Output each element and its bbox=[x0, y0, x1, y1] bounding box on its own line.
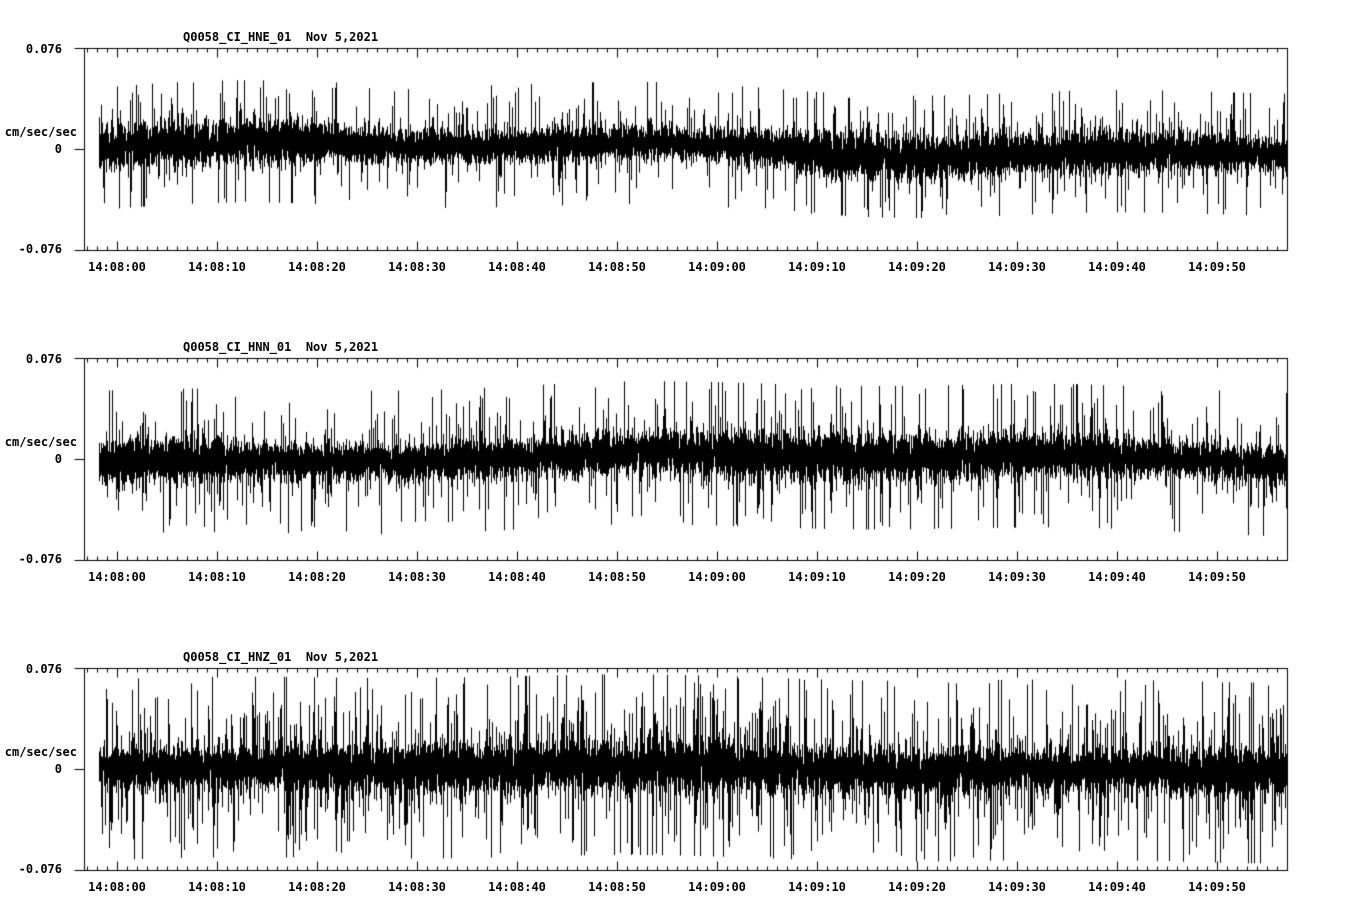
x-tick-label: 14:09:10 bbox=[788, 260, 846, 274]
seismogram-canvas-hne bbox=[0, 0, 1358, 310]
y-tick-label-max: 0.076 bbox=[25, 42, 62, 56]
x-tick-label: 14:08:00 bbox=[88, 570, 146, 584]
x-tick-label: 14:08:30 bbox=[388, 880, 446, 894]
x-tick-label: 14:09:20 bbox=[888, 260, 946, 274]
x-tick-label: 14:08:40 bbox=[488, 260, 546, 274]
y-tick-label-zero: 0 bbox=[54, 762, 62, 776]
x-tick-label: 14:09:20 bbox=[888, 880, 946, 894]
y-tick-label-zero: 0 bbox=[54, 142, 62, 156]
x-tick-label: 14:08:20 bbox=[288, 880, 346, 894]
x-tick-label: 14:08:50 bbox=[588, 880, 646, 894]
x-tick-label: 14:08:40 bbox=[488, 880, 546, 894]
x-axis-tick-labels: 14:08:00 14:08:10 14:08:20 14:08:30 14:08:40… bbox=[0, 880, 1358, 894]
x-tick-label: 14:08:20 bbox=[288, 570, 346, 584]
x-tick-label: 14:09:20 bbox=[888, 570, 946, 584]
panel-title: Q0058_CI_HNE_01 Nov 5,2021 bbox=[183, 30, 379, 44]
x-tick-label: 14:08:50 bbox=[588, 260, 646, 274]
y-tick-label-min: -0.076 bbox=[18, 552, 62, 566]
x-tick-label: 14:09:10 bbox=[788, 570, 846, 584]
x-tick-label: 14:08:10 bbox=[188, 880, 246, 894]
x-tick-label: 14:09:00 bbox=[688, 570, 746, 584]
x-tick-label: 14:09:40 bbox=[1088, 570, 1146, 584]
seismogram-panel-hnz: Q0058_CI_HNZ_01 Nov 5,2021 0.076 cm/sec/… bbox=[0, 620, 1358, 924]
x-tick-label: 14:09:30 bbox=[988, 570, 1046, 584]
y-axis-unit-label: cm/sec/sec bbox=[4, 435, 77, 449]
x-tick-label: 14:09:30 bbox=[988, 260, 1046, 274]
x-tick-label: 14:09:10 bbox=[788, 880, 846, 894]
x-tick-label: 14:08:30 bbox=[388, 570, 446, 584]
x-tick-label: 14:08:10 bbox=[188, 260, 246, 274]
panel-title: Q0058_CI_HNZ_01 Nov 5,2021 bbox=[183, 650, 379, 664]
x-tick-label: 14:08:10 bbox=[188, 570, 246, 584]
x-axis-tick-labels: 14:08:00 14:08:10 14:08:20 14:08:30 14:08:40… bbox=[0, 260, 1358, 274]
panel-title: Q0058_CI_HNN_01 Nov 5,2021 bbox=[183, 340, 379, 354]
x-tick-label: 14:08:50 bbox=[588, 570, 646, 584]
seismogram-canvas-hnz bbox=[0, 620, 1358, 924]
y-tick-label-min: -0.076 bbox=[18, 242, 62, 256]
y-tick-label-max: 0.076 bbox=[25, 352, 62, 366]
x-tick-label: 14:09:50 bbox=[1188, 260, 1246, 274]
x-tick-label: 14:09:40 bbox=[1088, 880, 1146, 894]
x-tick-label: 14:09:00 bbox=[688, 880, 746, 894]
seismogram-canvas-hnn bbox=[0, 310, 1358, 620]
y-axis-unit-label: cm/sec/sec bbox=[4, 745, 77, 759]
x-tick-label: 14:08:40 bbox=[488, 570, 546, 584]
y-axis-unit-label: cm/sec/sec bbox=[4, 125, 77, 139]
seismogram-panel-hne: Q0058_CI_HNE_01 Nov 5,2021 0.076 cm/sec/… bbox=[0, 0, 1358, 310]
x-tick-label: 14:08:20 bbox=[288, 260, 346, 274]
y-tick-label-max: 0.076 bbox=[25, 662, 62, 676]
y-tick-label-zero: 0 bbox=[54, 452, 62, 466]
seismogram-panel-hnn: Q0058_CI_HNN_01 Nov 5,2021 0.076 cm/sec/… bbox=[0, 310, 1358, 620]
x-tick-label: 14:09:40 bbox=[1088, 260, 1146, 274]
x-tick-label: 14:09:00 bbox=[688, 260, 746, 274]
y-tick-label-min: -0.076 bbox=[18, 862, 62, 876]
x-tick-label: 14:08:00 bbox=[88, 260, 146, 274]
x-axis-tick-labels: 14:08:00 14:08:10 14:08:20 14:08:30 14:08:40… bbox=[0, 570, 1358, 584]
x-tick-label: 14:08:30 bbox=[388, 260, 446, 274]
x-tick-label: 14:09:30 bbox=[988, 880, 1046, 894]
x-tick-label: 14:09:50 bbox=[1188, 570, 1246, 584]
x-tick-label: 14:08:00 bbox=[88, 880, 146, 894]
x-tick-label: 14:09:50 bbox=[1188, 880, 1246, 894]
